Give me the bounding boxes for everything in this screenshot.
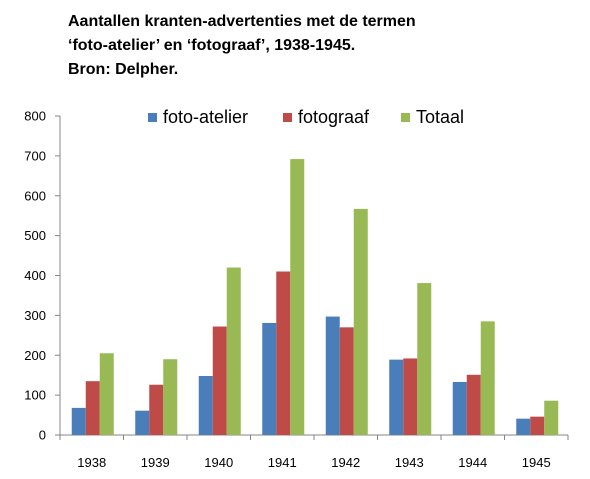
bar-fotograaf-1938 (85, 381, 100, 435)
chart-bars (71, 159, 559, 435)
x-tick-label: 1938 (77, 455, 106, 470)
legend-swatch-totaal (401, 113, 410, 122)
y-tick-label: 0 (39, 428, 46, 443)
y-tick-label: 200 (24, 348, 46, 363)
y-tick-label: 400 (24, 268, 46, 283)
bar-totaal-1944 (480, 321, 495, 435)
bar-totaal-1941 (290, 159, 305, 435)
x-tick-label: 1942 (331, 455, 360, 470)
legend-swatch-fotograaf (283, 113, 292, 122)
chart-title-line-1: Aantallen kranten-advertenties met de te… (68, 13, 416, 30)
chart-title-line-2: ‘foto-atelier’ en ‘fotograaf’, 1938-1945… (68, 37, 356, 54)
x-tick-label: 1939 (141, 455, 170, 470)
bar-totaal-1942 (353, 208, 368, 435)
bar-foto-atelier-1940 (198, 375, 213, 435)
bar-fotograaf-1944 (466, 374, 481, 435)
bar-fotograaf-1943 (403, 358, 418, 435)
bar-foto-atelier-1938 (71, 407, 86, 435)
bar-foto-atelier-1943 (389, 359, 404, 435)
bar-fotograaf-1940 (212, 326, 227, 435)
x-tick-label: 1941 (268, 455, 297, 470)
bar-fotograaf-1942 (339, 327, 354, 435)
bar-fotograaf-1945 (530, 416, 545, 435)
chart-legend: foto-atelier fotograaf Totaal (148, 107, 464, 127)
bar-totaal-1940 (226, 267, 241, 435)
bar-foto-atelier-1942 (325, 316, 340, 435)
chart-title-line-3: Bron: Delpher. (68, 61, 179, 78)
y-tick-label: 800 (24, 109, 46, 124)
bar-totaal-1943 (417, 283, 432, 435)
x-tick-label: 1945 (522, 455, 551, 470)
legend-label: Totaal (416, 107, 464, 127)
y-tick-label: 600 (24, 188, 46, 203)
bar-fotograaf-1941 (276, 271, 291, 435)
legend-swatch-foto-atelier (148, 113, 157, 122)
bar-totaal-1945 (544, 400, 559, 435)
bar-foto-atelier-1939 (135, 410, 150, 435)
x-tick-label: 1940 (204, 455, 233, 470)
chart-axes: 0 100 200 300 400 500 600 700 800 1938 1939 1940 194… (24, 109, 569, 470)
x-tick-label: 1943 (395, 455, 424, 470)
x-tick-label: 1944 (458, 455, 487, 470)
y-tick-label: 100 (24, 388, 46, 403)
chart-title: Aantallen kranten-advertenties met de te… (68, 10, 568, 82)
y-tick-label: 300 (24, 308, 46, 323)
bar-totaal-1938 (99, 353, 114, 435)
y-tick-label: 700 (24, 148, 46, 163)
legend-label: fotograaf (298, 107, 370, 127)
bar-foto-atelier-1945 (516, 418, 531, 435)
bar-totaal-1939 (163, 359, 178, 435)
y-tick-label: 500 (24, 228, 46, 243)
bar-foto-atelier-1941 (262, 322, 277, 435)
bar-foto-atelier-1944 (452, 381, 467, 435)
bar-fotograaf-1939 (149, 384, 164, 435)
legend-label: foto-atelier (163, 107, 248, 127)
